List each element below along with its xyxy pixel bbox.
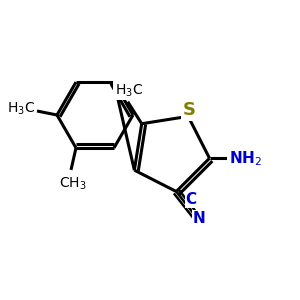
Text: H$_3$C: H$_3$C	[115, 82, 143, 99]
Text: S: S	[183, 101, 196, 119]
Text: C: C	[185, 192, 197, 207]
Text: CH$_3$: CH$_3$	[59, 176, 87, 192]
Text: N: N	[193, 211, 205, 226]
Text: NH$_2$: NH$_2$	[229, 149, 262, 168]
Text: H$_3$C: H$_3$C	[7, 101, 35, 117]
